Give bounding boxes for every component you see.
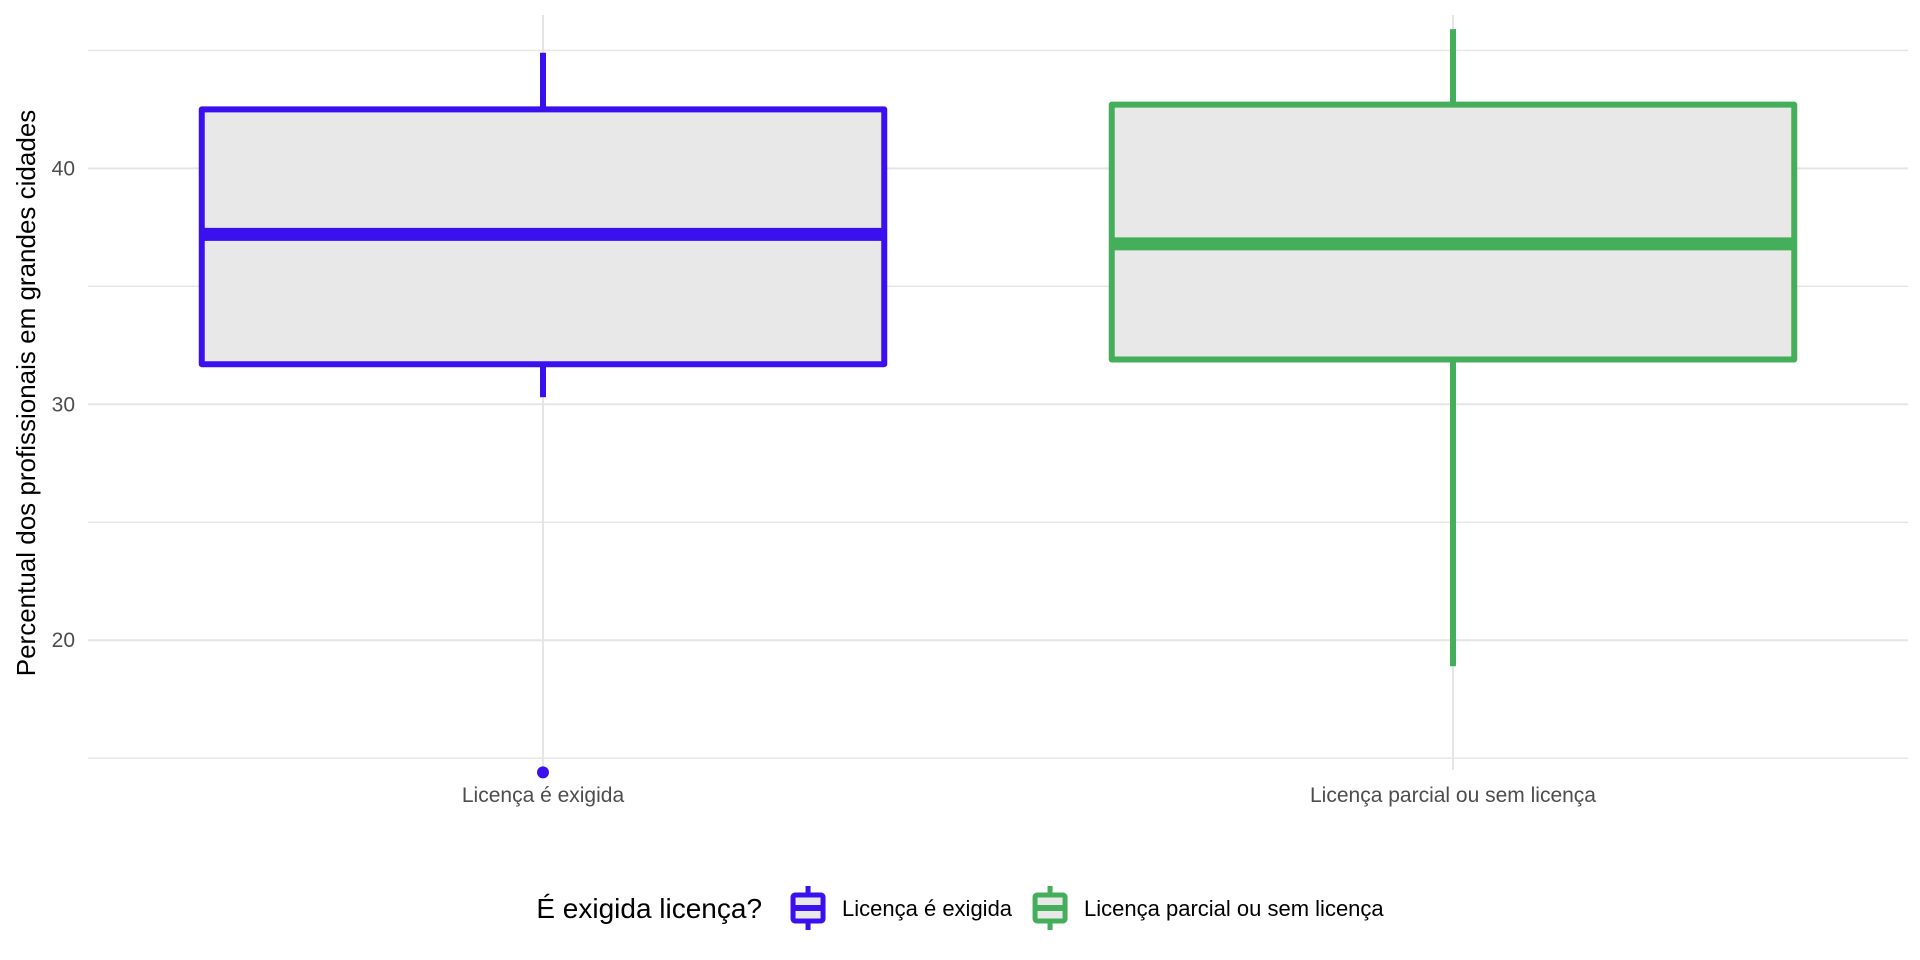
y-tick-label: 40 bbox=[52, 157, 75, 180]
legend-label: Licença é exigida bbox=[842, 896, 1013, 921]
x-tick-label: Licença é exigida bbox=[462, 784, 625, 807]
y-tick-label: 20 bbox=[52, 629, 75, 652]
x-tick-label: Licença parcial ou sem licença bbox=[1310, 784, 1596, 807]
box-marks bbox=[198, 29, 1798, 779]
legend: É exigida licença? Licença é exigida Licen… bbox=[536, 886, 1384, 930]
box-iqr bbox=[1108, 101, 1798, 363]
legend-label: Licença parcial ou sem licença bbox=[1084, 896, 1384, 921]
axis-ticks: 20 30 40 Licença é exigida Licença parcial o… bbox=[52, 157, 1597, 807]
y-tick-label: 30 bbox=[52, 393, 75, 416]
y-axis-title: Percentual dos profissionais em grandes … bbox=[11, 110, 41, 677]
outlier-point bbox=[537, 766, 549, 779]
legend-title: É exigida licença? bbox=[536, 893, 762, 924]
